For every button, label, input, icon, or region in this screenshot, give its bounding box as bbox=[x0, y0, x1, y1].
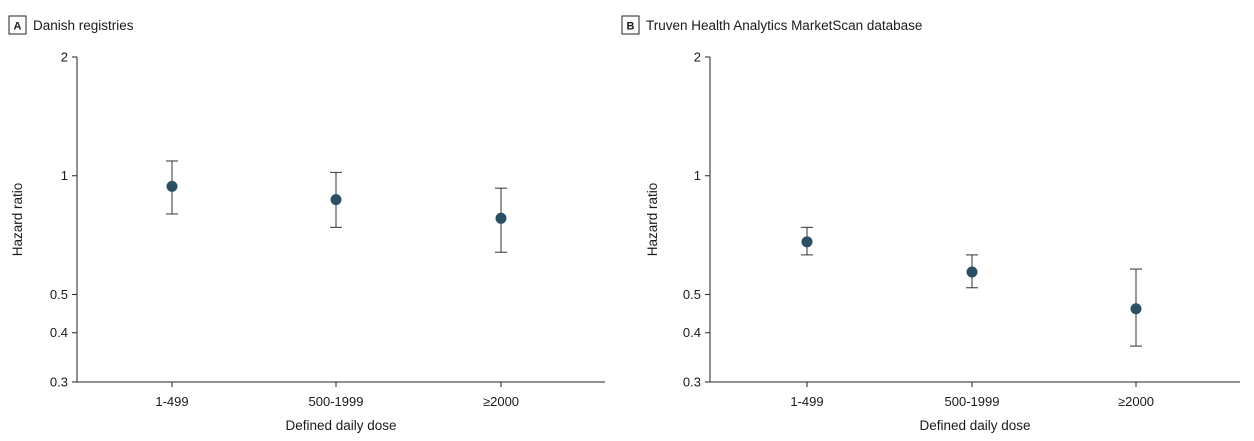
panel-b-point bbox=[801, 236, 813, 248]
panel-b-x-tick-label: 500-1999 bbox=[945, 394, 1000, 409]
panel-b-y-tick-label: 0.5 bbox=[683, 287, 701, 302]
panel-a-title: Danish registries bbox=[33, 18, 134, 33]
panel-b-y-axis-title: Hazard ratio bbox=[645, 183, 660, 257]
panel-b-y-tick-label: 0.3 bbox=[683, 375, 701, 390]
panel-b-point bbox=[966, 266, 978, 278]
panel-b-y-tick-label: 1 bbox=[694, 168, 701, 183]
panel-b-x-tick-label: 1-499 bbox=[790, 394, 823, 409]
panel-b-letter-box bbox=[621, 15, 640, 35]
panel-b-y-tick-label: 0.4 bbox=[683, 325, 701, 340]
panel-b-y-tick-label: 2 bbox=[694, 50, 701, 65]
panel-b-x-axis-title: Defined daily dose bbox=[919, 418, 1030, 433]
panel-b-letter: B bbox=[627, 21, 635, 33]
panel-a-y-axis-title: Hazard ratio bbox=[10, 183, 25, 257]
panel-a-letter: A bbox=[14, 21, 22, 33]
panel-b-title: Truven Health Analytics MarketScan datab… bbox=[646, 18, 922, 33]
panel-a-x-tick-label: 500-1999 bbox=[309, 394, 364, 409]
panel-a-y-tick-label: 0.3 bbox=[50, 375, 68, 390]
panel-a-point bbox=[166, 180, 178, 192]
panel-b-point bbox=[1130, 303, 1142, 315]
panel-b-x-tick-label: ≥2000 bbox=[1118, 394, 1154, 409]
panel-a-point bbox=[495, 212, 507, 224]
panel-a-x-tick-label: 1-499 bbox=[155, 394, 188, 409]
panel-a-point bbox=[330, 194, 342, 206]
panel-a-x-tick-label: ≥2000 bbox=[483, 394, 519, 409]
panel-a-letter-box bbox=[8, 15, 27, 35]
panel-a-y-tick-label: 0.5 bbox=[50, 287, 68, 302]
panel-a-y-tick-label: 0.4 bbox=[50, 325, 68, 340]
panel-a-x-axis-title: Defined daily dose bbox=[285, 418, 396, 433]
panel-a-y-tick-label: 2 bbox=[61, 50, 68, 65]
panel-a-y-tick-label: 1 bbox=[61, 168, 68, 183]
